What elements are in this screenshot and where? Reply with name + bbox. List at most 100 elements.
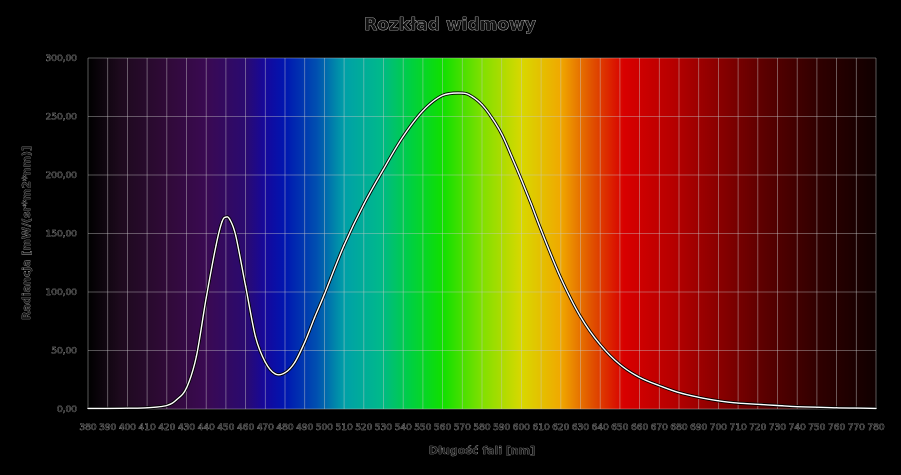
data-point xyxy=(530,203,532,205)
x-tick-label: 540 xyxy=(395,423,412,433)
y-tick-label: 250,00 xyxy=(46,113,78,123)
x-tick-label: 440 xyxy=(198,423,215,433)
x-tick-label: 380 xyxy=(79,423,96,433)
y-tick-label: 50,00 xyxy=(51,347,77,357)
data-point xyxy=(195,355,198,358)
data-point xyxy=(313,317,316,319)
data-point xyxy=(254,335,257,338)
data-point xyxy=(875,407,877,410)
x-tick-label: 470 xyxy=(257,423,274,433)
x-tick-label: 500 xyxy=(316,423,333,433)
y-tick-label: 150,00 xyxy=(46,230,78,240)
x-tick-label: 620 xyxy=(552,423,569,433)
data-point xyxy=(294,361,296,363)
data-point xyxy=(229,218,231,221)
data-point xyxy=(757,403,759,406)
data-point xyxy=(205,297,207,299)
x-tick-label: 700 xyxy=(710,423,727,433)
data-point xyxy=(107,407,109,410)
data-point xyxy=(166,404,168,407)
data-point xyxy=(619,363,621,366)
x-tick-label: 680 xyxy=(670,423,687,433)
data-point xyxy=(698,396,700,398)
data-point xyxy=(402,135,404,138)
data-point xyxy=(382,168,385,170)
y-axis-label: Radiancja [mW/(sr*m2*nm)] xyxy=(20,146,33,320)
data-point xyxy=(471,95,473,98)
data-point xyxy=(776,404,779,407)
x-tick-label: 570 xyxy=(454,423,471,433)
x-tick-label: 560 xyxy=(434,423,451,433)
data-point xyxy=(816,406,818,408)
data-point xyxy=(481,104,483,106)
x-tick-label: 390 xyxy=(99,423,116,433)
data-point xyxy=(363,203,365,205)
data-point xyxy=(520,178,523,181)
data-point xyxy=(235,235,237,237)
series-points xyxy=(87,92,877,410)
x-tick-label: 740 xyxy=(789,423,806,433)
y-tick-label: 300,00 xyxy=(46,54,78,64)
x-tick-label: 770 xyxy=(848,423,865,433)
x-tick-label: 730 xyxy=(769,423,786,433)
y-tick-label: 200,00 xyxy=(46,171,78,181)
x-tick-label: 670 xyxy=(651,423,668,433)
data-point xyxy=(717,400,720,402)
data-point xyxy=(560,277,562,279)
x-tick-label: 420 xyxy=(158,423,175,433)
x-tick-label: 520 xyxy=(355,423,372,433)
y-tick-label: 0,00 xyxy=(57,405,77,415)
chart-title: Rozkład widmowy xyxy=(364,15,536,35)
x-tick-label: 610 xyxy=(533,423,550,433)
x-tick-label: 580 xyxy=(473,423,490,433)
x-tick-label: 760 xyxy=(828,423,845,433)
x-tick-label: 400 xyxy=(119,423,136,433)
x-tick-label: 640 xyxy=(592,423,609,433)
data-point xyxy=(540,229,542,231)
data-point xyxy=(510,155,513,157)
data-point xyxy=(175,398,178,401)
data-point xyxy=(501,133,503,135)
y-tick-label: 100,00 xyxy=(46,288,78,298)
x-tick-label: 630 xyxy=(572,423,589,433)
data-point xyxy=(835,407,838,409)
data-point xyxy=(146,407,148,409)
data-point xyxy=(274,373,276,375)
x-tick-label: 450 xyxy=(217,423,234,433)
data-point xyxy=(264,361,266,363)
x-tick-label: 460 xyxy=(237,423,254,433)
x-tick-label: 530 xyxy=(375,423,392,433)
data-point xyxy=(796,405,798,408)
tick-labels: 380 390 400 410 420 430 440 450 460 470 480 490 500 5… xyxy=(45,54,885,433)
data-point xyxy=(244,285,247,287)
x-tick-label: 660 xyxy=(631,423,648,433)
x-tick-label: 780 xyxy=(867,423,884,433)
x-tick-label: 510 xyxy=(336,423,353,433)
data-point xyxy=(678,391,680,394)
data-point xyxy=(441,94,444,97)
x-tick-label: 430 xyxy=(178,423,195,433)
x-tick-label: 550 xyxy=(414,423,431,433)
data-point xyxy=(855,407,857,409)
x-tick-label: 710 xyxy=(730,423,747,433)
data-point xyxy=(491,116,493,119)
data-point xyxy=(422,109,424,112)
x-tick-label: 490 xyxy=(296,423,313,433)
data-point xyxy=(323,293,326,296)
data-point xyxy=(185,387,188,389)
data-point xyxy=(599,343,601,346)
x-tick-label: 750 xyxy=(808,423,825,433)
data-point xyxy=(304,341,306,344)
x-tick-label: 410 xyxy=(139,423,156,433)
x-tick-label: 480 xyxy=(276,423,293,433)
x-tick-label: 690 xyxy=(690,423,707,433)
x-tick-label: 590 xyxy=(493,423,510,433)
data-point xyxy=(215,244,217,246)
data-point xyxy=(579,315,582,318)
x-tick-label: 650 xyxy=(611,423,628,433)
data-point xyxy=(461,92,463,94)
x-axis-label: Długość fali [nm] xyxy=(429,444,535,457)
grid-lines xyxy=(87,57,877,410)
data-point xyxy=(343,244,345,246)
